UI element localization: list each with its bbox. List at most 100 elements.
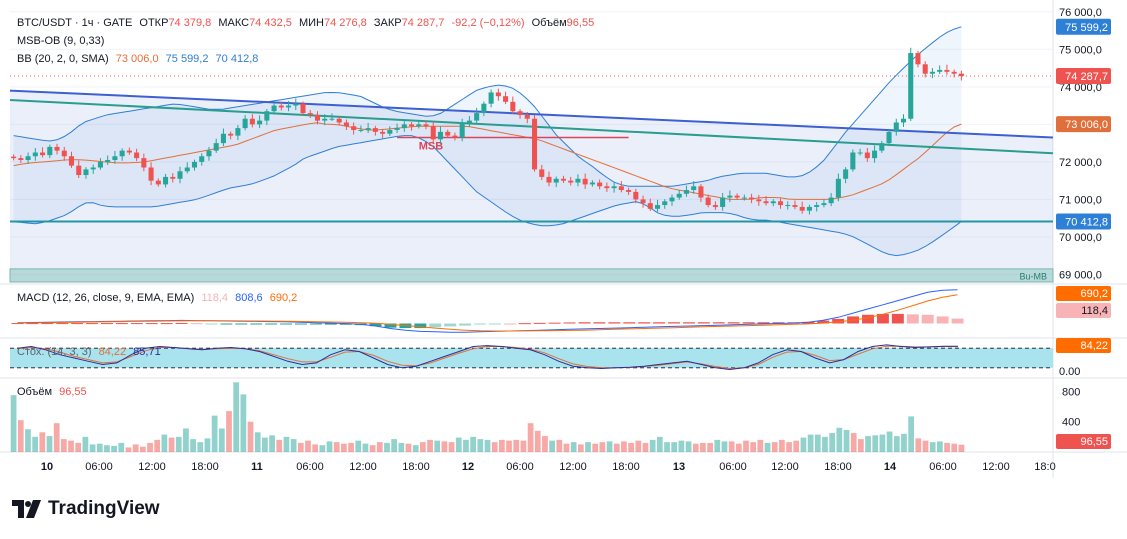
volume-bar (786, 442, 792, 452)
candle-body (97, 161, 103, 168)
volume-bar (735, 443, 742, 452)
time-axis-label: 06:00 (719, 461, 747, 473)
volume-bar (319, 445, 326, 452)
candle-body (177, 171, 183, 179)
volume-bar (606, 441, 613, 452)
volume-bar (592, 443, 599, 452)
candle-body (720, 197, 726, 207)
candle-body (922, 64, 928, 74)
candle-body (734, 195, 740, 198)
macd-histogram-bar (11, 323, 24, 325)
bb-label: BB (20, 2, 0, SMA) (17, 53, 109, 65)
candle-body (257, 120, 263, 125)
volume-bar (908, 416, 915, 452)
tradingview-logo[interactable]: TradingView (12, 498, 160, 520)
candle-body (741, 197, 747, 199)
candle-body (32, 152, 38, 157)
candle-body (307, 113, 313, 115)
candle-body (54, 146, 60, 151)
volume-bar (434, 440, 441, 452)
candle-body (126, 150, 132, 153)
candle-body (452, 135, 458, 138)
candle-body (633, 191, 639, 200)
macd-histogram-bar (384, 323, 397, 328)
price-badge (1056, 116, 1111, 133)
macd-histogram-bar (623, 322, 636, 324)
volume-bar (779, 439, 785, 452)
candle-body (112, 156, 118, 161)
volume-bar (764, 442, 771, 452)
candle-body (76, 165, 82, 176)
macd-histogram-bar (668, 322, 680, 324)
volume-bar (348, 442, 354, 452)
volume-bar (168, 437, 175, 452)
time-axis-label: 11 (251, 461, 263, 473)
macd-histogram-bar (563, 322, 576, 324)
volume-bar (233, 382, 240, 452)
volume-bar (183, 428, 189, 452)
price-tick-label: 76 000,0 (1059, 7, 1102, 19)
volume-bar (922, 440, 929, 452)
candle-body (763, 201, 769, 204)
bb-basis-value: 73 006,0 (115, 53, 159, 65)
volume-bar (376, 442, 383, 452)
macd-histogram-bar (727, 322, 740, 324)
volume-bar (32, 436, 39, 452)
macd-histogram-bar (951, 318, 964, 324)
stoch-badge (1056, 338, 1111, 353)
candle-body (401, 124, 407, 129)
time-axis-label: 06:00 (85, 461, 113, 473)
candle-body (119, 150, 125, 157)
macd-histogram-bar (653, 322, 666, 324)
change-value: -92,2 (−0,12%) (451, 17, 525, 29)
candle-body (409, 124, 415, 127)
volume-legend: Объём96,55 (531, 17, 595, 29)
macd-histogram-bar (41, 323, 54, 325)
candle-body (626, 190, 632, 192)
macd-histogram-bar (265, 323, 278, 325)
macd-histogram-bar (235, 323, 248, 325)
volume-bar (369, 445, 376, 452)
stoch-band (10, 348, 1053, 368)
candle-body (199, 156, 205, 162)
bb-upper-line (13, 26, 962, 187)
volume-bar (147, 442, 153, 452)
volume-bar (649, 439, 656, 452)
price-badge-label: 74 287,7 (1065, 71, 1108, 83)
msb-zone (10, 90, 1053, 282)
volume-bar (341, 443, 347, 452)
volume-bar (427, 439, 433, 452)
volume-bar (463, 439, 469, 452)
candle-body (18, 158, 24, 161)
volume-bar (506, 440, 512, 452)
price-badge-label: 70 412,8 (1065, 216, 1108, 228)
macd-histogram-bar (891, 313, 904, 324)
volume-bar (132, 444, 139, 452)
volume-bar (678, 440, 685, 452)
volume-bar (197, 442, 204, 452)
candle-body (553, 178, 559, 183)
volume-bar (951, 443, 958, 452)
volume-bar (664, 442, 670, 452)
volume-bar (204, 438, 211, 452)
volume-bar (814, 434, 821, 452)
volume-tick-label: 400 (1062, 417, 1080, 429)
candle-body (380, 131, 386, 134)
candle-body (423, 124, 429, 127)
volume-bar (692, 443, 699, 452)
candle-body (597, 182, 603, 187)
candle-body (510, 101, 516, 112)
volume-bar (886, 431, 893, 452)
volume-bar (771, 442, 778, 452)
candle-body (654, 205, 661, 209)
candle-body (191, 161, 198, 168)
macd-histogram-bar (309, 323, 322, 325)
msb-label: MSB (419, 140, 444, 152)
candle-body (618, 186, 624, 191)
volume-bar (333, 442, 340, 452)
macd-histogram-bar (429, 323, 442, 328)
volume-bar (455, 437, 462, 452)
macd-histogram-bar (86, 323, 99, 325)
volume-pane-value: 96,55 (59, 386, 87, 398)
